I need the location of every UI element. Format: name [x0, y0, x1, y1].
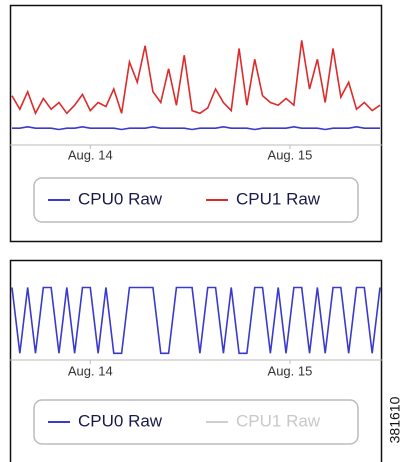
figure-label: 381610: [387, 396, 403, 443]
series-line: [12, 125, 380, 131]
x-tick-label: Aug. 14: [68, 363, 113, 378]
legend: [33, 177, 359, 223]
legend: [33, 399, 359, 445]
legend-label: CPU1 Raw: [236, 411, 321, 430]
series-line: [11, 286, 381, 355]
legend-label: CPU0 Raw: [78, 189, 163, 208]
x-tick-label: Aug. 15: [268, 363, 313, 378]
series-line: [11, 40, 381, 116]
legend-label: CPU1 Raw: [236, 189, 321, 208]
legend-label: CPU0 Raw: [78, 411, 163, 430]
x-tick-label: Aug. 14: [68, 147, 113, 162]
x-tick-label: Aug. 15: [268, 147, 313, 162]
